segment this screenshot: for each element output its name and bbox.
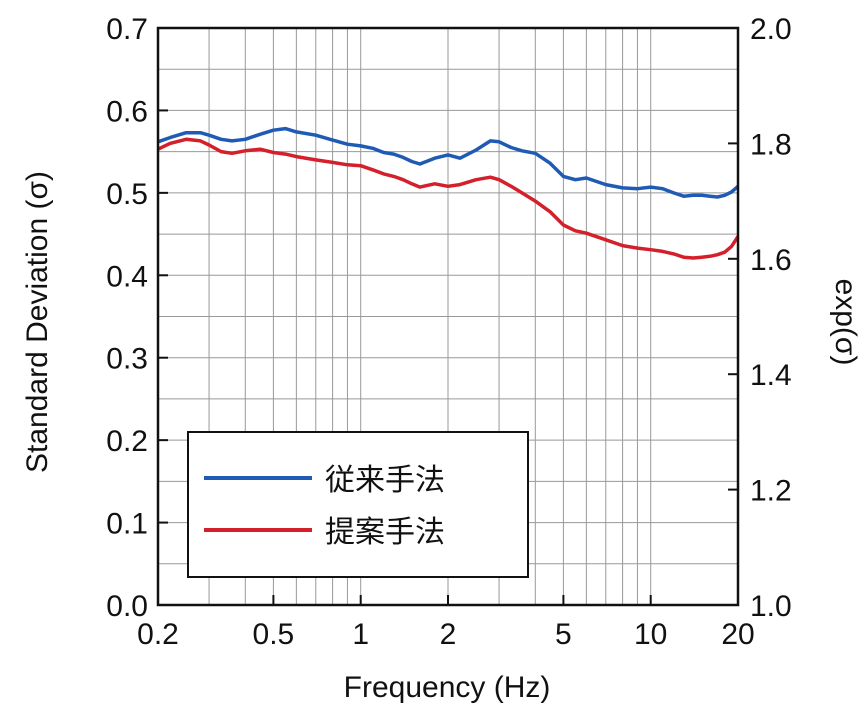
y2-tick-label: 1.2	[750, 475, 792, 508]
y-tick-label: 0.3	[106, 343, 148, 376]
x-axis-title: Frequency (Hz)	[344, 671, 551, 704]
y-tick-label: 0.5	[106, 178, 148, 211]
x-tick-label: 5	[555, 618, 572, 651]
series-line-1	[157, 137, 740, 260]
tick-labels: 0.0 0.1 0.2 0.3 0.4 0.5 0.6 0.7 1.0 1.2 1.4 1.6 1.8 2…	[106, 13, 791, 651]
y-tick-label: 0.1	[106, 508, 148, 541]
y-tick-label: 0.0	[106, 590, 148, 623]
x-tick-label: 0.5	[253, 618, 295, 651]
y2-tick-label: 1.6	[750, 244, 792, 277]
x-tick-label: 2	[440, 618, 457, 651]
y2-tick-label: 1.8	[750, 128, 792, 161]
y2-tick-label: 2.0	[750, 13, 792, 46]
legend-label-conventional: 従来手法	[325, 463, 445, 498]
y-tick-label: 0.6	[106, 95, 148, 128]
series-lines	[157, 126, 740, 260]
x-tick-label: 0.2	[137, 618, 179, 651]
y-tick-label: 0.4	[106, 260, 148, 293]
legend-label-proposed: 提案手法	[325, 515, 445, 550]
grid-lines	[157, 28, 739, 605]
y-axis-title: Standard Deviation (σ)	[21, 171, 54, 473]
x-tick-label: 10	[634, 618, 667, 651]
x-tick-label: 20	[721, 618, 754, 651]
y-tick-label: 0.2	[106, 425, 148, 458]
y2-tick-label: 1.4	[750, 359, 792, 392]
legend-box	[187, 431, 529, 578]
legend: 従来手法 提案手法	[187, 431, 529, 578]
axis-ticks	[157, 27, 739, 606]
y2-axis-title: exp(σ)	[829, 279, 862, 366]
series-line-0	[157, 126, 740, 199]
y-tick-label: 0.7	[106, 13, 148, 46]
x-tick-label: 1	[352, 618, 369, 651]
y2-tick-label: 1.0	[750, 590, 792, 623]
